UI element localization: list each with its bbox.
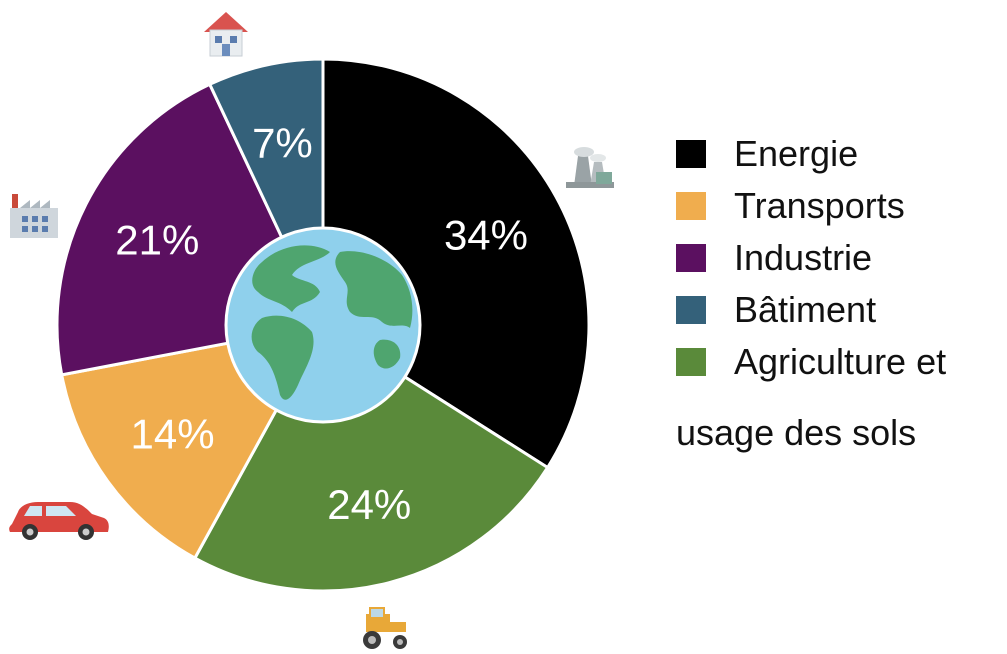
legend-item: Agriculture et [676,336,946,388]
legend-swatch [676,140,706,168]
legend-item: Transports [676,180,946,232]
legend-swatch [676,192,706,220]
pie-chart: 34% 24% 14% 21% 7% [9,12,614,649]
data-label-agriculture-et-usage-des-sols: 24% [327,481,411,528]
legend-swatch [676,348,706,376]
legend-label: Energie [734,133,859,174]
data-label-energie: 34% [444,211,528,258]
legend-item: Bâtiment [676,284,946,336]
legend: Energie Transports Industrie Bâtiment Agricu… [676,128,946,388]
globe-icon [224,226,422,424]
legend-swatch [676,244,706,272]
legend-item: Industrie [676,232,946,284]
pie-labels: 34% 24% 14% 21% 7% [115,119,528,528]
house-icon [204,12,248,57]
power-plant-icon [566,147,614,188]
factory-icon [10,194,58,238]
legend-label: Transports [734,185,905,226]
legend-label: Bâtiment [734,289,877,330]
slice-agriculture-et-usage-des-sols [192,322,550,593]
data-label-industrie: 21% [115,217,199,264]
legend-label: Agriculture et [734,341,947,382]
legend-item: Energie [676,128,946,180]
data-label-batiment: 7% [252,119,313,166]
legend-swatch [676,296,706,324]
legend-label: Industrie [734,237,873,278]
car-icon [9,502,109,540]
data-label-transports: 14% [130,410,214,457]
legend-label-continuation: usage des sols [676,412,917,453]
tractor-icon [363,607,407,649]
